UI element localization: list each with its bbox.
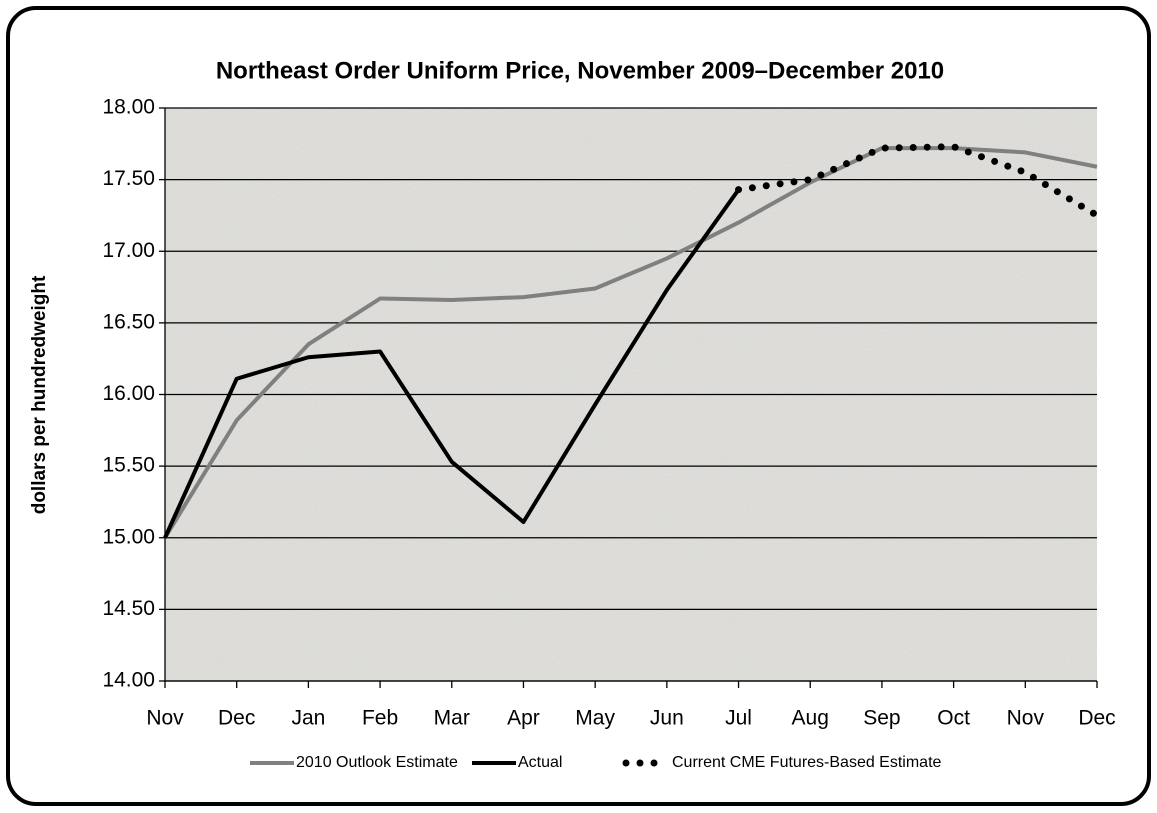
y-axis-label: dollars per hundredweight [29,275,50,514]
chart-title: Northeast Order Uniform Price, November … [216,57,944,84]
y-tick-label: 16.50 [102,310,155,333]
legend-label: Current CME Futures-Based Estimate [672,754,942,771]
x-tick-label: Oct [937,707,970,730]
x-tick-label: Nov [146,707,184,730]
legend-label: Actual [518,754,562,771]
legend-label: 2010 Outlook Estimate [296,754,458,771]
x-tick-label: Apr [507,707,540,730]
y-tick-label: 15.00 [102,525,155,548]
x-tick-label: Dec [218,707,255,730]
series-line [163,188,741,539]
y-tick-label: 14.50 [102,597,155,620]
x-tick-label: Sep [863,707,900,730]
x-tick-label: Jul [725,707,752,730]
y-tick-label: 17.00 [102,239,155,262]
y-tick-label: 15.50 [102,454,155,477]
x-tick-label: May [575,707,615,730]
x-tick-label: Feb [362,707,398,730]
x-tick-label: Mar [434,707,470,730]
x-tick-label: Jan [291,707,325,730]
y-tick-label: 16.00 [102,382,155,405]
y-tick-label: 14.00 [102,669,155,692]
x-tick-label: Dec [1078,707,1115,730]
x-tick-label: Aug [792,707,829,730]
y-tick-label: 18.00 [102,96,155,119]
x-tick-label: Jun [650,707,684,730]
x-tick-label: Nov [1007,707,1045,730]
y-tick-label: 17.50 [102,167,155,190]
